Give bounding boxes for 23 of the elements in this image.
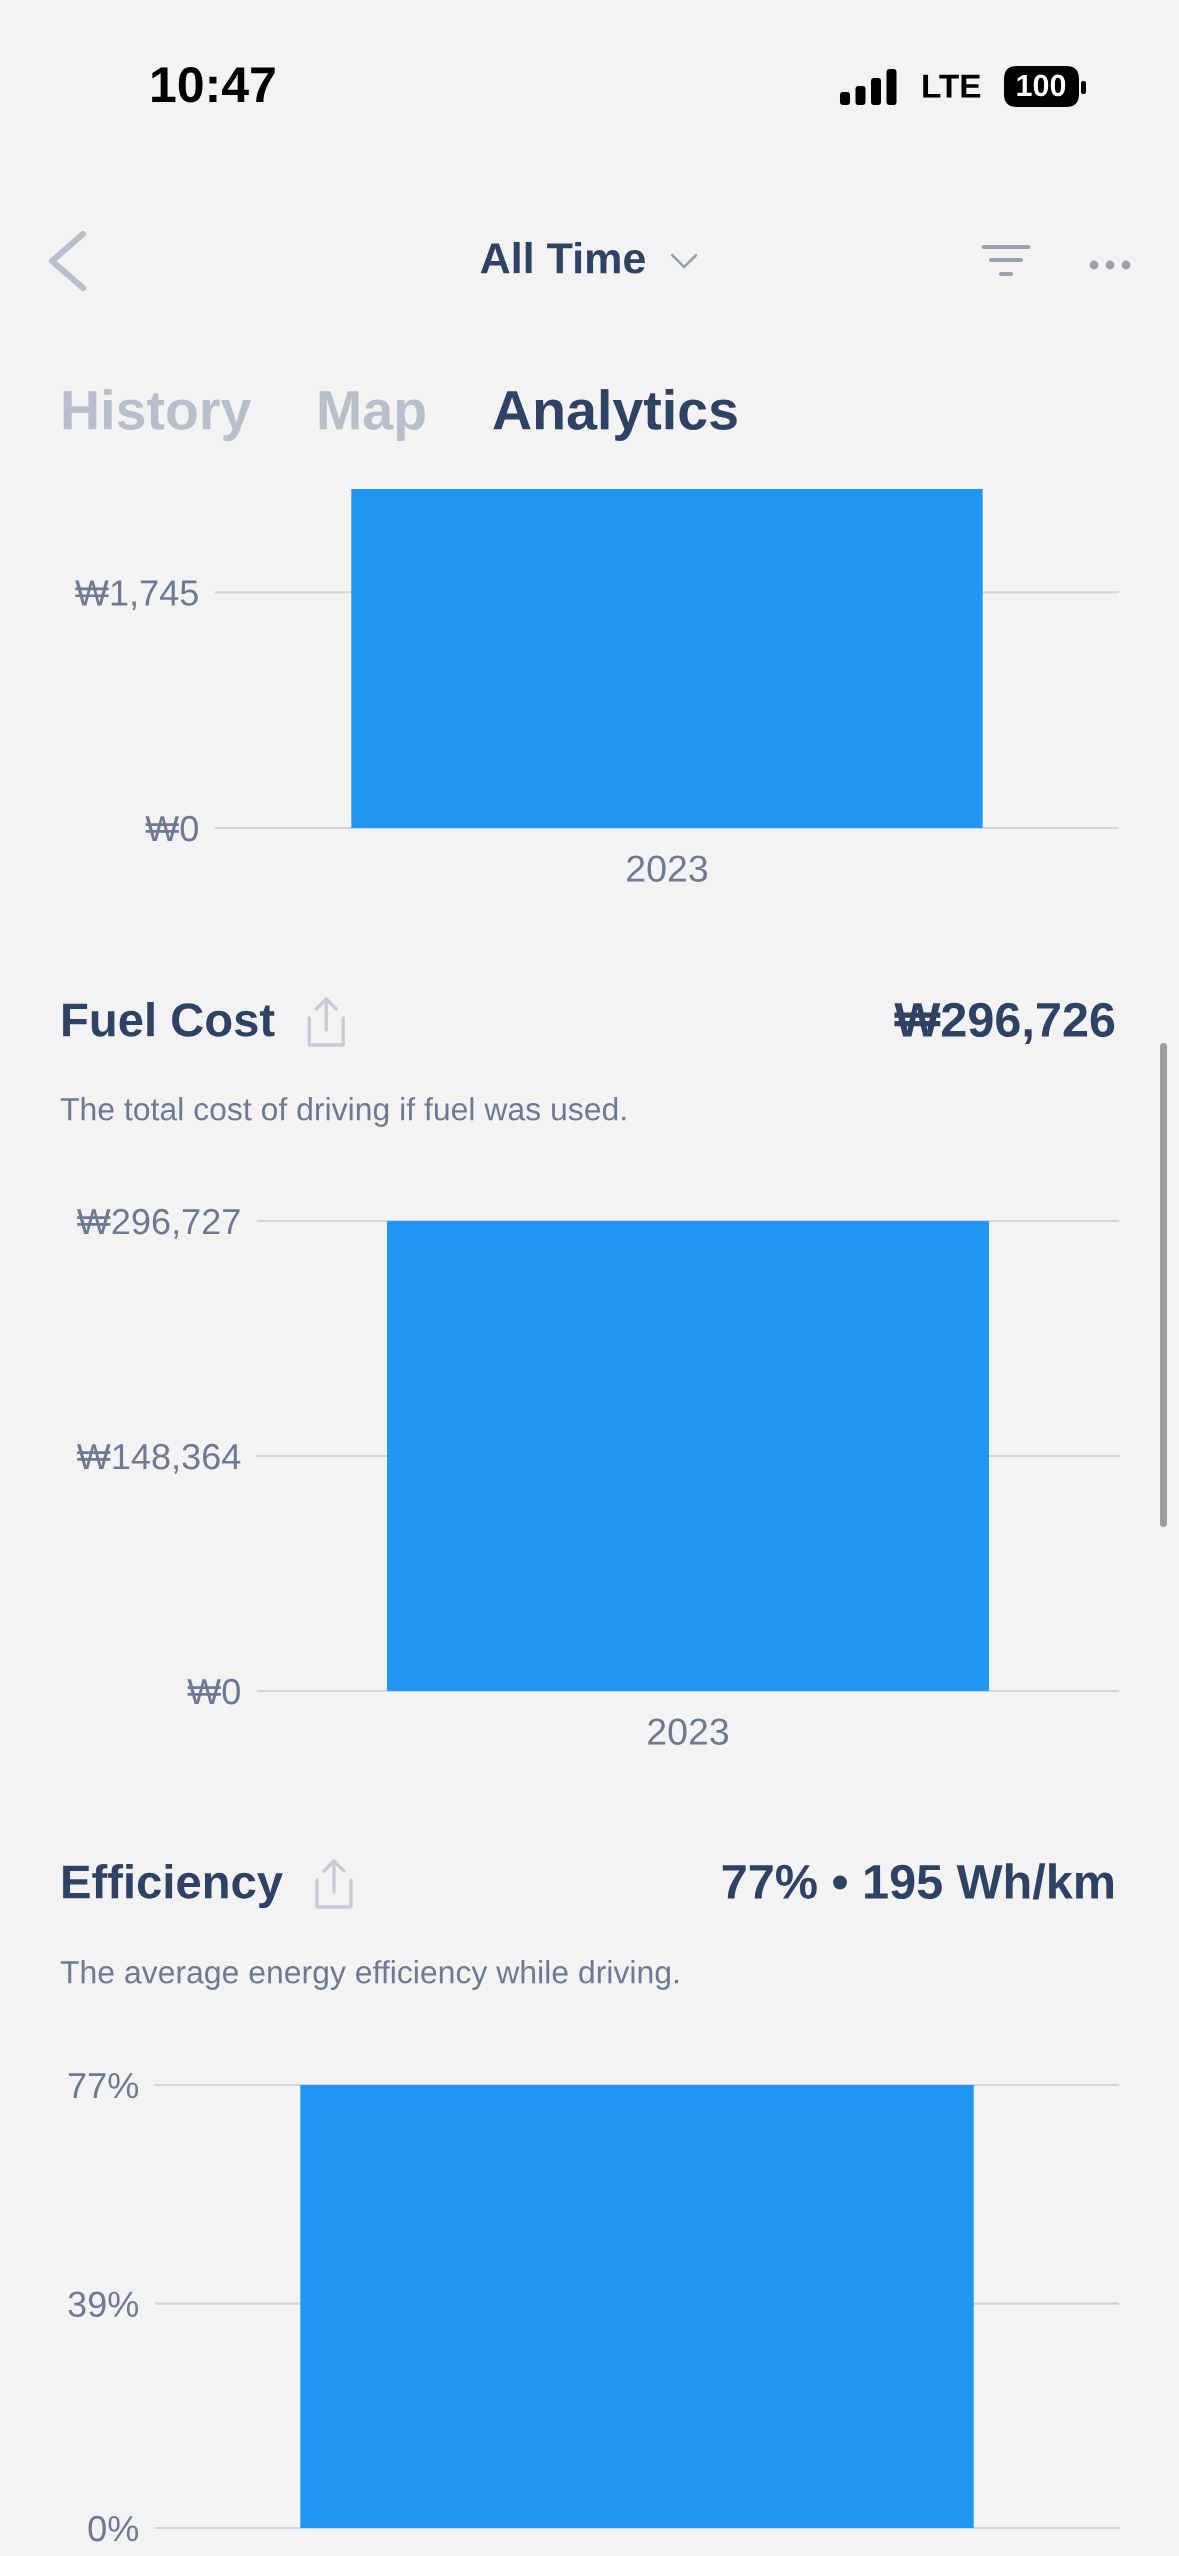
text: Analytics bbox=[493, 389, 737, 441]
text: All Time bbox=[480, 241, 645, 274]
text: 10:47 bbox=[152, 67, 275, 103]
y-tick-label: 0% bbox=[88, 2515, 139, 2542]
chart-title: Efficiency bbox=[63, 1863, 283, 1909]
y-tick-label: ₩148,364 bbox=[77, 1443, 241, 1474]
chart-subtitle: The average energy efficiency while driving. bbox=[60, 1960, 678, 1990]
x-tick-label: 2023 bbox=[627, 855, 708, 882]
y-tick-label: 77% bbox=[68, 2073, 139, 2099]
chart-title: Fuel Cost bbox=[63, 1001, 275, 1037]
text: LTE bbox=[923, 74, 981, 98]
y-tick-label: ₩0 bbox=[145, 815, 198, 842]
text: History bbox=[63, 389, 252, 441]
y-tick-label: 39% bbox=[68, 2291, 139, 2318]
y-tick-label: ₩0 bbox=[187, 1678, 240, 1705]
text: ₩296,726 bbox=[894, 1002, 1115, 1045]
y-tick-label: ₩296,727 bbox=[77, 1208, 240, 1239]
text: 77% • 195 Wh/km bbox=[722, 1863, 1113, 1900]
chart-subtitle: The total cost of driving if fuel was used. bbox=[60, 1097, 626, 1127]
text: 100 bbox=[1017, 74, 1066, 97]
y-tick-label: ₩1,745 bbox=[75, 580, 198, 611]
text: Map bbox=[319, 391, 425, 441]
x-tick-label: 2023 bbox=[648, 1718, 729, 1745]
